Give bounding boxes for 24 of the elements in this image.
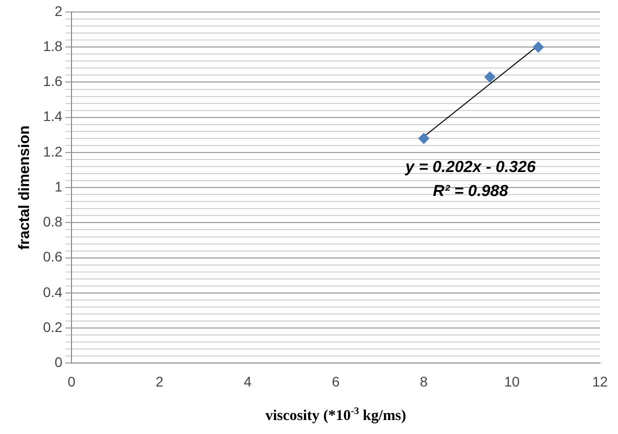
y-tick-label: 0.6 [42, 248, 63, 265]
x-tick-label: 4 [244, 373, 252, 390]
x-tick-label: 10 [504, 373, 520, 390]
x-tick-label: 12 [592, 373, 608, 390]
y-tick-label: 1.2 [42, 143, 63, 160]
y-tick-label: 2 [54, 2, 63, 19]
x-tick-label: 8 [420, 373, 428, 390]
y-tick-label: 0 [54, 354, 63, 370]
annotation: R² = 0.988 [432, 182, 508, 200]
x-tick-label: 2 [156, 373, 164, 390]
y-tick-label: 1.4 [42, 108, 63, 124]
y-tick-label: 1 [54, 178, 63, 194]
x-tick-label: 0 [68, 373, 76, 390]
point [418, 132, 430, 144]
y-axis-title: fractal dimension [16, 126, 34, 250]
y-tick-label: 0.2 [42, 318, 63, 335]
x-tick-label: 6 [332, 373, 340, 390]
point [484, 71, 496, 82]
annotation: y = 0.202x - 0.326 [404, 158, 536, 176]
y-tick-label: 0.4 [42, 284, 63, 300]
y-tick-label: 1.8 [42, 38, 63, 54]
y-tick-label: 1.6 [42, 73, 63, 90]
y-tick-label: 0.8 [42, 214, 63, 230]
point [532, 42, 544, 53]
